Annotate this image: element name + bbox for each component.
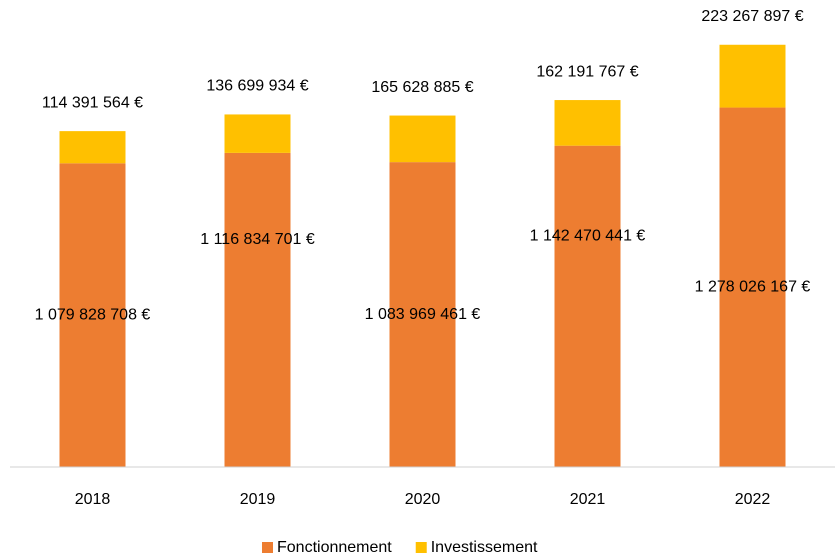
data-label: 223 267 897 € [701,8,803,25]
data-label: 1 116 834 701 € [200,231,315,248]
data-label: 162 191 767 € [536,63,638,80]
bar-segment [59,131,126,164]
bar-segment [59,163,126,468]
legend-swatch [262,542,273,553]
data-label: 114 391 564 € [42,94,143,111]
bar-segment [554,145,621,468]
data-label: 1 142 470 441 € [530,228,646,245]
bar-segment [719,44,786,108]
legend-label: Fonctionnement [277,539,392,556]
x-tick-label: 2019 [240,491,276,508]
data-label: 165 628 885 € [371,79,473,96]
x-tick-label: 2022 [735,491,771,508]
x-tick-label: 2020 [405,491,441,508]
data-label: 1 278 026 167 € [695,278,811,295]
bar-segment [719,107,786,467]
bar-segment [224,152,291,467]
x-tick-label: 2018 [75,491,111,508]
data-label: 136 699 934 € [206,78,308,95]
bar-segment [554,100,621,146]
bar-segment [224,114,291,153]
bar-segment [389,162,456,467]
x-tick-label: 2021 [570,491,606,508]
data-label: 1 079 828 708 € [35,306,151,323]
data-label: 1 083 969 461 € [365,306,481,323]
bar-segment [389,115,456,163]
legend-swatch [415,542,427,553]
legend-label: Investissement [431,539,538,556]
